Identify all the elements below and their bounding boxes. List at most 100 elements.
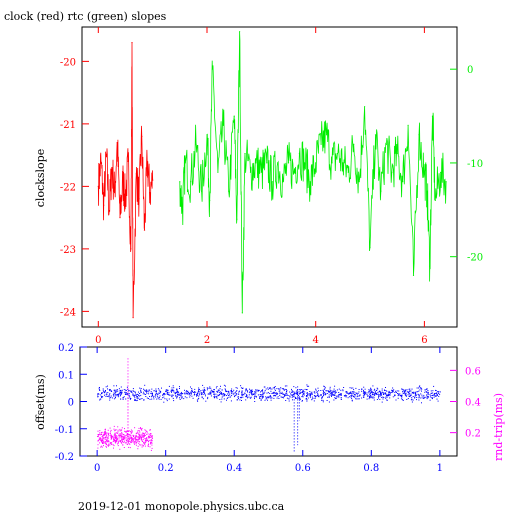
scatter-point-offset — [225, 385, 226, 387]
scatter-point-rnd-trip — [137, 440, 139, 442]
scatter-point-offset — [299, 389, 301, 390]
scatter-point-offset — [178, 391, 180, 393]
scatter-point-offset — [100, 395, 102, 397]
scatter-point-rnd-trip — [116, 440, 118, 442]
scatter-point-offset — [374, 388, 376, 390]
bottom-plot-ticks: 0 0.2 0.4 0.6 0.8 10.20.10-0.1-0.20.60.40.2 — [55, 343, 481, 474]
scatter-point-offset — [396, 391, 397, 393]
scatter-point-rnd-trip — [146, 431, 148, 433]
footer-text: 2019-12-01 monopole.physics.ubc.ca — [78, 500, 285, 512]
scatter-point-offset — [128, 395, 130, 397]
scatter-point-offset — [120, 391, 122, 393]
scatter-point-rnd-trip — [130, 432, 132, 434]
scatter-point-offset — [370, 392, 372, 394]
scatter-point-offset — [284, 388, 286, 390]
scatter-point-offset — [109, 399, 111, 401]
scatter-point-offset — [284, 395, 286, 397]
scatter-point-rnd-trip — [130, 440, 132, 442]
scatter-point-offset — [153, 395, 155, 397]
data-point-rtc — [184, 162, 186, 164]
scatter-point-offset — [228, 391, 230, 393]
scatter-point-offset — [208, 387, 210, 389]
scatter-point-offset — [414, 396, 416, 398]
scatter-point-offset — [308, 385, 310, 387]
data-point-rtc — [228, 190, 230, 192]
scatter-point-rnd-trip — [97, 430, 99, 432]
scatter-point-offset — [203, 391, 204, 393]
scatter-point-offset — [172, 389, 174, 391]
scatter-point-offset — [127, 393, 129, 395]
scatter-point-offset — [269, 395, 271, 396]
scatter-point-offset — [311, 391, 313, 393]
scatter-point-rnd-trip — [101, 431, 103, 433]
series-line-clock — [97, 42, 154, 318]
data-point-clock — [143, 229, 146, 231]
scatter-point-offset — [389, 392, 391, 394]
scatter-point-rnd-trip — [143, 432, 145, 434]
scatter-point-offset — [404, 392, 406, 394]
scatter-point-offset — [194, 388, 196, 390]
data-point-rtc — [287, 162, 290, 164]
scatter-point-offset — [352, 387, 354, 389]
scatter-point-rnd-trip — [140, 439, 142, 441]
top-y-axis-label: clockslope — [34, 149, 47, 207]
scatter-point-rnd-trip — [138, 434, 140, 436]
scatter-point-offset — [439, 391, 441, 393]
scatter-point-offset — [269, 387, 270, 389]
data-point-rtc — [418, 134, 420, 136]
scatter-point-rnd-trip — [124, 442, 126, 444]
scatter-point-offset — [372, 392, 374, 393]
scatter-point-offset — [306, 384, 308, 386]
scatter-point-offset — [210, 389, 212, 391]
scatter-point-offset — [384, 392, 386, 394]
scatter-point-offset — [439, 393, 441, 395]
scatter-point-rnd-trip — [99, 442, 101, 444]
scatter-point-offset — [276, 393, 278, 395]
scatter-point-offset — [204, 393, 206, 395]
scatter-point-offset — [176, 390, 178, 392]
data-point-clock — [131, 42, 133, 44]
data-point-rtc — [222, 124, 224, 126]
scatter-point-offset — [363, 386, 365, 388]
scatter-point-offset — [242, 396, 244, 398]
scatter-point-offset — [143, 399, 144, 401]
scatter-point-rnd-trip — [141, 437, 143, 439]
scatter-point-rnd-trip — [131, 438, 133, 440]
scatter-point-rnd-trip — [150, 441, 152, 443]
scatter-point-offset — [230, 390, 232, 392]
scatter-point-rnd-trip — [127, 439, 129, 441]
scatter-point-offset — [427, 397, 429, 399]
scatter-point-rnd-trip — [123, 440, 125, 442]
scatter-point-offset — [167, 389, 169, 391]
scatter-point-offset — [427, 390, 429, 391]
scatter-point-offset — [311, 399, 313, 401]
scatter-point-offset — [119, 393, 121, 395]
scatter-point-offset — [333, 388, 335, 390]
scatter-point-rnd-trip — [111, 442, 113, 444]
scatter-point-rnd-trip — [105, 433, 107, 435]
scatter-point-offset — [126, 393, 128, 395]
scatter-point-rnd-trip — [120, 430, 122, 432]
scatter-point-offset — [378, 396, 379, 398]
scatter-point-offset — [239, 396, 241, 398]
scatter-point-offset — [274, 391, 276, 393]
scatter-point-offset — [331, 394, 333, 396]
scatter-point-offset — [125, 389, 127, 391]
data-point-rtc — [364, 106, 366, 108]
scatter-point-offset — [381, 394, 383, 396]
scatter-point-offset — [353, 394, 355, 395]
scatter-point-rnd-trip — [141, 446, 143, 448]
scatter-point-offset — [401, 388, 403, 390]
scatter-point-offset — [257, 394, 259, 396]
scatter-point-offset — [383, 393, 385, 395]
scatter-point-offset — [364, 388, 366, 390]
scatter-point-offset — [366, 394, 368, 396]
scatter-point-offset — [102, 388, 104, 390]
scatter-point-rnd-trip — [119, 430, 121, 432]
scatter-point-offset — [261, 396, 263, 398]
scatter-point-offset — [269, 393, 271, 394]
scatter-point-rnd-trip — [122, 444, 124, 446]
scatter-point-offset — [427, 391, 429, 393]
scatter-point-offset — [382, 392, 384, 394]
scatter-point-offset — [401, 395, 402, 397]
